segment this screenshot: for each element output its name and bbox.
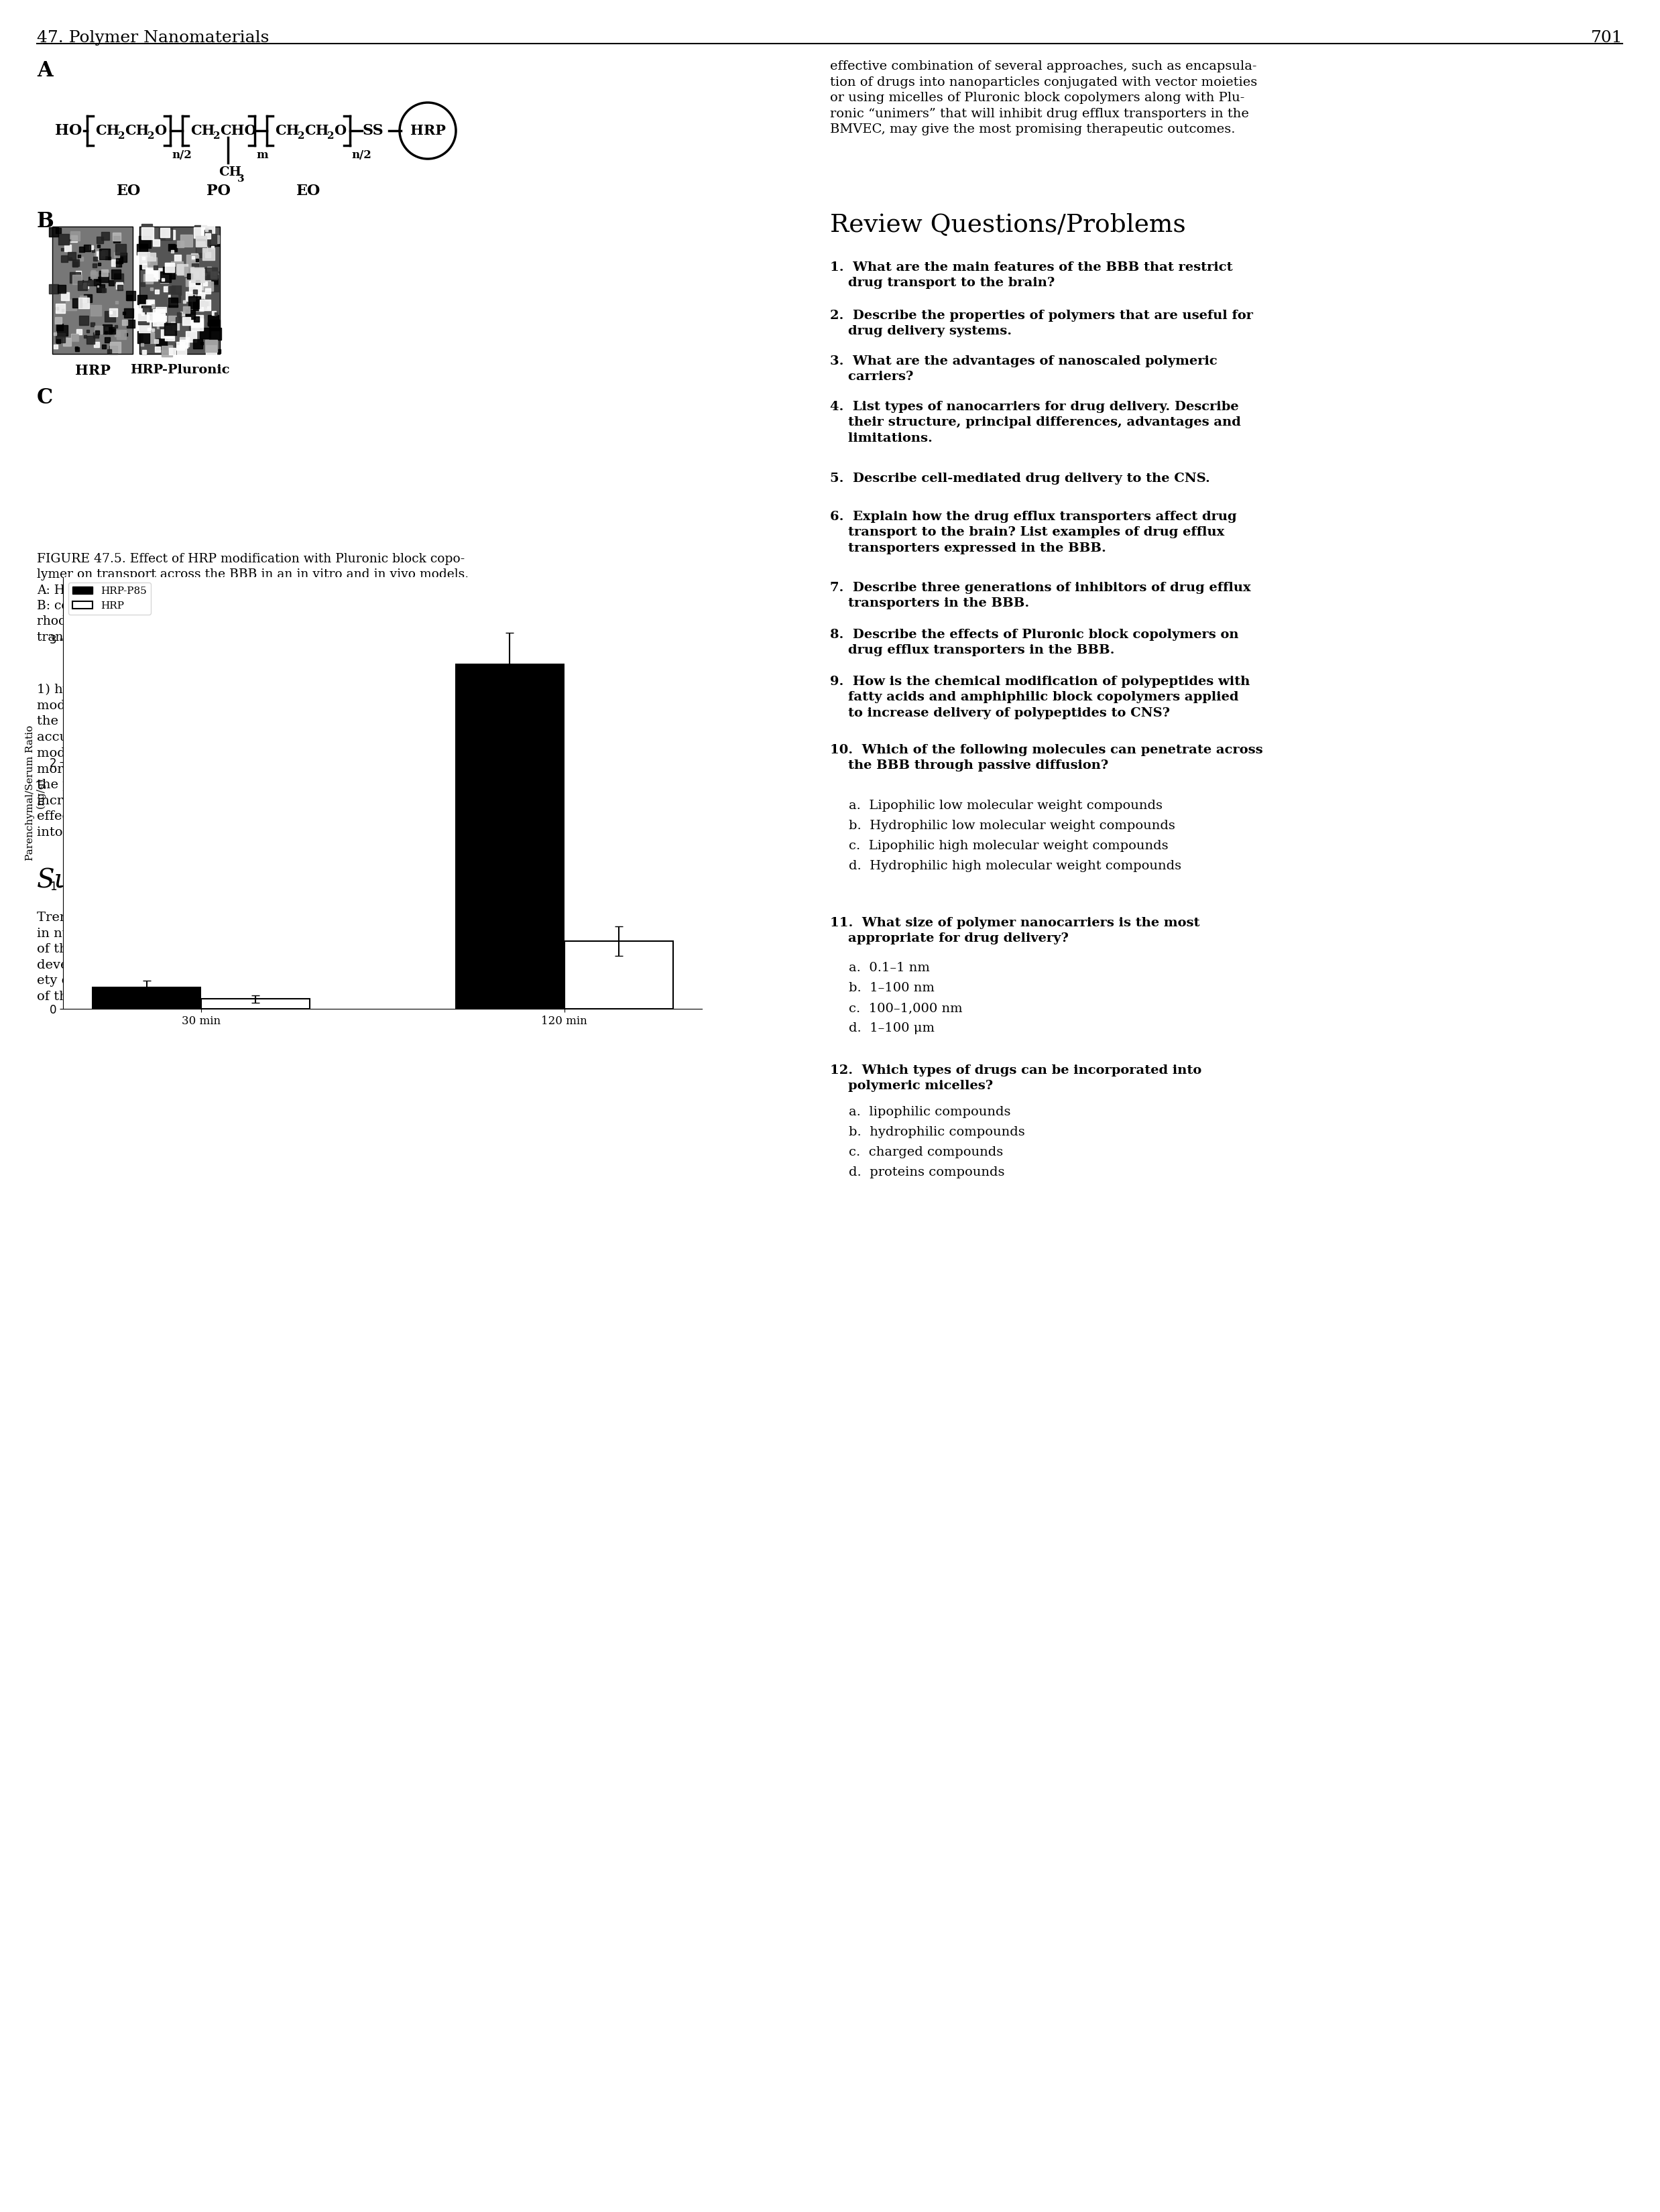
Text: 3.  What are the advantages of nanoscaled polymeric
    carriers?: 3. What are the advantages of nanoscaled…: [830, 356, 1217, 383]
Text: d.  1–100 μm: d. 1–100 μm: [848, 1022, 935, 1035]
Text: a.  0.1–1 nm: a. 0.1–1 nm: [848, 962, 930, 973]
Text: n/2: n/2: [171, 148, 191, 161]
Bar: [93, 987, 201, 1009]
Text: CH: CH: [191, 124, 214, 137]
Text: 2: 2: [327, 131, 334, 142]
Text: 9.  How is the chemical modification of polypeptides with
    fatty acids and am: 9. How is the chemical modification of p…: [830, 675, 1250, 719]
Text: HRP-Pluronic: HRP-Pluronic: [129, 365, 229, 376]
Text: 8.  Describe the effects of Pluronic block copolymers on
    drug efflux transpo: 8. Describe the effects of Pluronic bloc…: [830, 628, 1238, 657]
Text: Summary: Summary: [37, 867, 164, 894]
Text: 10.  Which of the following molecules can penetrate across
    the BBB through p: 10. Which of the following molecules can…: [830, 743, 1263, 772]
Text: 6.  Explain how the drug efflux transporters affect drug
    transport to the br: 6. Explain how the drug efflux transport…: [830, 511, 1237, 553]
Text: d.  Hydrophilic high molecular weight compounds: d. Hydrophilic high molecular weight com…: [848, 860, 1182, 872]
Text: n/2: n/2: [352, 148, 372, 161]
Text: 7.  Describe three generations of inhibitors of drug efflux
    transporters in : 7. Describe three generations of inhibit…: [830, 582, 1250, 611]
Text: 3: 3: [237, 175, 244, 184]
Text: c.  charged compounds: c. charged compounds: [848, 1146, 1003, 1159]
Text: b.  Hydrophilic low molecular weight compounds: b. Hydrophilic low molecular weight comp…: [848, 821, 1175, 832]
Text: 701: 701: [1590, 31, 1622, 46]
Bar: [564, 940, 674, 1009]
Text: CH: CH: [219, 166, 241, 179]
Text: EO: EO: [116, 184, 141, 199]
Text: 1.  What are the main features of the BBB that restrict
    drug transport to th: 1. What are the main features of the BBB…: [830, 261, 1233, 290]
Text: 2.  Describe the properties of polymers that are useful for
    drug delivery sy: 2. Describe the properties of polymers t…: [830, 310, 1253, 338]
Text: b.  1–100 nm: b. 1–100 nm: [848, 982, 935, 993]
Text: O: O: [334, 124, 345, 137]
Text: 11.  What size of polymer nanocarriers is the most
    appropriate for drug deli: 11. What size of polymer nanocarriers is…: [830, 918, 1200, 945]
Legend: HRP-P85, HRP: HRP-P85, HRP: [68, 582, 151, 615]
Text: 12.  Which types of drugs can be incorporated into
    polymeric micelles?: 12. Which types of drugs can be incorpor…: [830, 1064, 1202, 1093]
Bar: [455, 664, 564, 1009]
Text: b.  hydrophilic compounds: b. hydrophilic compounds: [848, 1126, 1024, 1139]
Text: CH: CH: [276, 124, 299, 137]
Text: c.  100–1,000 nm: c. 100–1,000 nm: [848, 1002, 963, 1013]
Text: CH: CH: [95, 124, 120, 137]
Text: B: B: [37, 210, 55, 232]
Bar: [53, 226, 133, 354]
Text: CH: CH: [304, 124, 329, 137]
Text: c.  Lipophilic high molecular weight compounds: c. Lipophilic high molecular weight comp…: [848, 841, 1169, 852]
Text: HRP: HRP: [410, 124, 445, 137]
Text: 4.  List types of nanocarriers for drug delivery. Describe
    their structure, : 4. List types of nanocarriers for drug d…: [830, 400, 1242, 445]
Text: FIGURE 47.5. Effect of HRP modification with Pluronic block copo-
lymer on trans: FIGURE 47.5. Effect of HRP modification …: [37, 553, 468, 644]
Text: 2: 2: [212, 131, 221, 142]
Text: 5.  Describe cell-mediated drug delivery to the CNS.: 5. Describe cell-mediated drug delivery …: [830, 473, 1210, 484]
Text: 1) hydrophobization with stearoyl group or 2) amphiphilic
modification with a Pl: 1) hydrophobization with stearoyl group …: [37, 684, 437, 838]
Text: HO: HO: [55, 124, 81, 137]
Bar: [201, 1000, 310, 1009]
Text: m: m: [256, 148, 267, 161]
Text: O: O: [154, 124, 166, 137]
Bar: [139, 226, 219, 354]
Text: 2: 2: [148, 131, 154, 142]
Text: EO: EO: [295, 184, 320, 199]
Text: effective combination of several approaches, such as encapsula-
tion of drugs in: effective combination of several approac…: [830, 60, 1257, 135]
Text: a.  lipophilic compounds: a. lipophilic compounds: [848, 1106, 1011, 1117]
Text: HRP: HRP: [75, 365, 110, 378]
Text: d.  proteins compounds: d. proteins compounds: [848, 1166, 1004, 1179]
Text: 2: 2: [297, 131, 305, 142]
Text: Tremendous efforts in the last several decades have resulted
in numerous inventi: Tremendous efforts in the last several d…: [37, 911, 453, 1002]
Text: PO: PO: [206, 184, 231, 199]
Text: C: C: [37, 387, 53, 409]
Text: A: A: [37, 60, 53, 82]
Text: a.  Lipophilic low molecular weight compounds: a. Lipophilic low molecular weight compo…: [848, 801, 1162, 812]
Text: CHO: CHO: [219, 124, 257, 137]
Text: 47. Polymer Nanomaterials: 47. Polymer Nanomaterials: [37, 31, 269, 46]
Text: CH: CH: [124, 124, 149, 137]
Text: SS: SS: [362, 124, 383, 137]
Text: 2: 2: [118, 131, 124, 142]
Y-axis label: Parenchymal/Serum Ratio
(ng/g): Parenchymal/Serum Ratio (ng/g): [25, 726, 46, 860]
Text: Review Questions/Problems: Review Questions/Problems: [830, 212, 1185, 237]
